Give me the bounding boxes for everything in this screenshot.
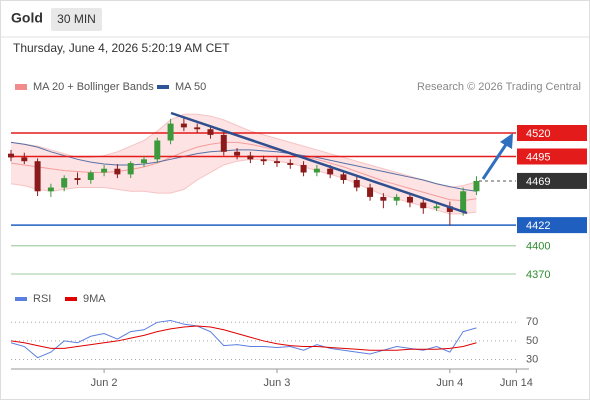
legend-swatch: [15, 297, 27, 301]
candle-body: [460, 191, 467, 212]
legend-label: 9MA: [83, 293, 106, 305]
bollinger-band: [11, 114, 477, 214]
candle-body: [433, 206, 440, 209]
price-label-box: [517, 172, 587, 189]
bollinger-upper: [10, 113, 477, 189]
candle-body: [446, 206, 453, 212]
y-tick-label: 70: [526, 316, 538, 328]
moving-average: [10, 141, 477, 192]
candle-body: [167, 123, 174, 141]
legend-label: MA 50: [175, 81, 206, 93]
candle-body: [234, 151, 241, 156]
candle-body: [61, 178, 68, 188]
instrument-title: Gold: [11, 10, 43, 26]
candle-body: [114, 168, 121, 175]
candle-body: [74, 178, 81, 180]
candle-body: [87, 172, 94, 180]
candle-body: [127, 163, 134, 175]
timeframe-button[interactable]: [51, 8, 102, 31]
candle-body: [380, 196, 387, 201]
legend-label: MA 20 + Bollinger Bands: [33, 81, 154, 93]
candle-body: [154, 140, 161, 160]
candle-body: [353, 180, 360, 188]
price-label: 4400: [526, 241, 550, 253]
candle-body: [300, 164, 307, 173]
credit: Research © 2026 Trading Central: [417, 81, 581, 93]
candle-body: [473, 180, 480, 192]
line-series: [10, 325, 477, 351]
candle-body: [367, 187, 374, 197]
legend-swatch: [157, 85, 169, 89]
timeframe-label[interactable]: 30 MIN: [57, 12, 96, 26]
x-tick-label: Jun 3: [264, 377, 291, 389]
y-tick-label: 30: [526, 353, 538, 365]
candle-body: [260, 159, 267, 162]
price-label: 4520: [526, 128, 550, 140]
line-series: [10, 319, 477, 359]
candle-body: [101, 168, 108, 173]
x-tick-label: Jun 4: [436, 377, 463, 389]
price-label: 4422: [526, 220, 550, 232]
y-tick-label: 50: [526, 335, 538, 347]
candle-body: [140, 159, 147, 164]
legend-label: RSI: [33, 293, 51, 305]
x-tick-label: Jun 2: [91, 377, 118, 389]
timestamp: Thursday, June 4, 2026 5:20:19 AM CET: [13, 41, 230, 55]
candle-body: [207, 129, 214, 135]
moving-average: [10, 141, 477, 202]
legend-swatch: [65, 297, 77, 301]
candle-body: [313, 168, 320, 173]
price-label: 4495: [526, 151, 550, 163]
candle-body: [340, 174, 347, 180]
legend-swatch: [15, 84, 27, 90]
candle-body: [47, 187, 54, 192]
candle-body: [327, 168, 334, 175]
candle-body: [420, 202, 427, 209]
candle-body: [273, 161, 280, 164]
candle-body: [180, 123, 187, 128]
price-label: 4469: [526, 176, 550, 188]
price-label-box: [517, 125, 587, 141]
candle-body: [406, 196, 413, 203]
candle-body: [220, 134, 227, 152]
candle-body: [393, 196, 400, 201]
candle-body: [34, 161, 41, 192]
price-label-box: [517, 148, 587, 165]
trend-line: [170, 111, 468, 215]
candle-body: [287, 163, 294, 165]
candle-body: [194, 127, 201, 130]
candle-body: [247, 155, 254, 160]
x-tick-label: Jun 14: [500, 377, 533, 389]
candle-body: [21, 157, 28, 162]
price-label: 4370: [526, 269, 550, 281]
forecast-arrowhead: [500, 133, 513, 149]
price-label-box: [517, 217, 587, 234]
candle-body: [8, 153, 14, 158]
forecast-arrow: [481, 142, 509, 180]
